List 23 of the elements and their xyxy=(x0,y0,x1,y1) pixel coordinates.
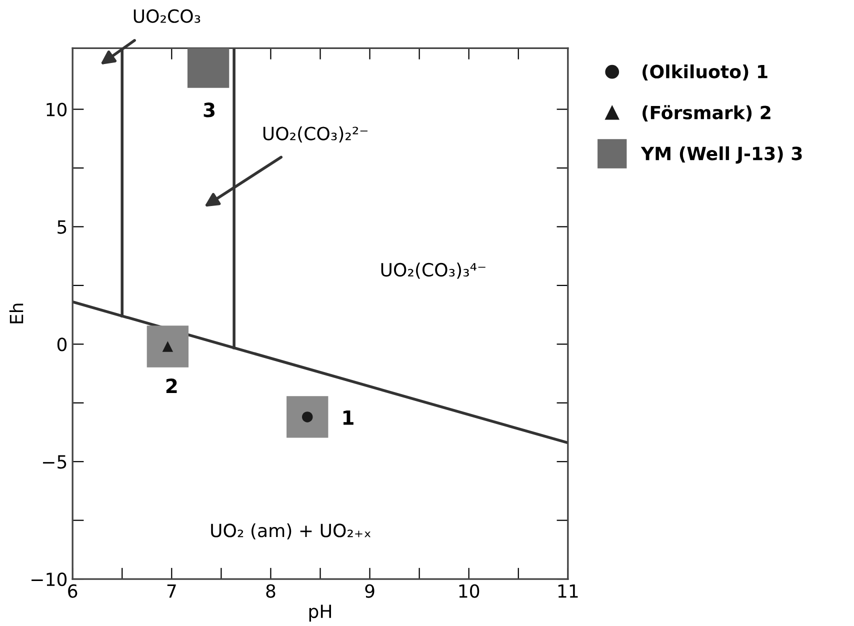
annotation: 1 xyxy=(343,410,354,425)
annotation: UO₂ (am) + UO₂₊ₓ xyxy=(211,523,371,540)
annotation: 2 xyxy=(166,378,177,393)
legend-label: (Försmark) 2 xyxy=(642,105,770,122)
x-tick-label: 6 xyxy=(68,584,78,598)
y-tick-label: 5 xyxy=(58,220,66,234)
x-tick-label: 11 xyxy=(558,584,578,598)
annotation: UO₂(CO₃)₂²⁻ xyxy=(263,126,368,142)
text: UO₂CO₃ xyxy=(134,9,200,23)
y-axis-title: Eh xyxy=(9,304,24,324)
y-tick-label: −5 xyxy=(43,455,66,469)
x-tick-label: 8 xyxy=(266,584,276,598)
annotation: UO₂(CO₃)₃⁴⁻ xyxy=(381,262,486,279)
annotation: 3 xyxy=(204,102,215,118)
y-tick-label: −10 xyxy=(32,572,67,586)
x-tick-label: 7 xyxy=(167,584,176,598)
x-tick-label: 9 xyxy=(365,584,374,598)
legend-label: YM (Well J-13) 3 xyxy=(640,146,802,164)
y-tick-label: 10 xyxy=(46,102,67,116)
legend-label: (Olkiluoto) 1 xyxy=(642,64,768,81)
x-tick-label: 10 xyxy=(459,584,480,598)
x-axis-title: pH xyxy=(309,604,331,622)
y-tick-label: 0 xyxy=(57,338,67,352)
